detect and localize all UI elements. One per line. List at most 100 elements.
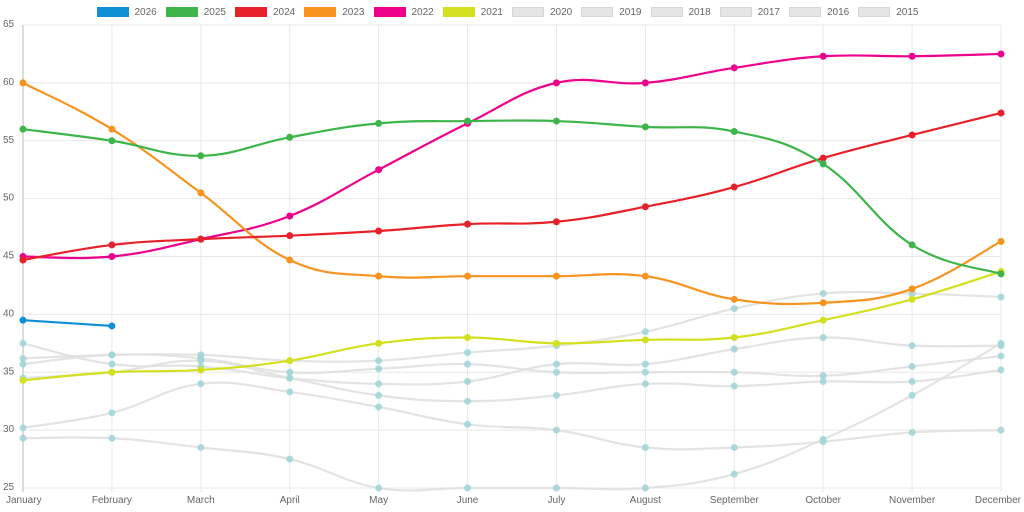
data-point <box>197 235 205 243</box>
data-point <box>375 357 383 365</box>
series-line <box>22 319 112 328</box>
data-point <box>108 253 116 260</box>
data-point <box>908 342 916 350</box>
data-point <box>552 484 560 492</box>
data-point <box>997 366 1005 374</box>
data-point <box>908 285 916 293</box>
x-tick-label: May <box>369 495 388 506</box>
x-tick-label: November <box>889 495 936 506</box>
legend-item-2018[interactable]: 2018 <box>650 7 711 18</box>
series-line <box>22 342 1002 492</box>
data-point <box>375 484 383 492</box>
data-point <box>908 295 916 303</box>
data-point <box>19 424 27 432</box>
legend-item-2021[interactable]: 2021 <box>442 6 503 18</box>
y-tick-label: 30 <box>3 424 15 435</box>
data-point <box>552 391 560 399</box>
data-point <box>730 305 738 313</box>
data-point <box>197 152 205 160</box>
data-point <box>552 339 560 347</box>
data-point <box>286 374 294 382</box>
chart-legend: 2026 2025 2024 2023 2022 2021 2020 2019 2018 2017… <box>0 4 1024 20</box>
data-point <box>108 137 116 145</box>
data-point <box>641 123 649 131</box>
data-point <box>552 360 560 368</box>
data-point <box>552 272 560 280</box>
data-point <box>730 64 738 72</box>
legend-item-2019[interactable]: 2019 <box>581 7 642 18</box>
data-point <box>375 365 383 373</box>
x-tick-label: June <box>457 495 479 506</box>
legend-swatch <box>373 7 406 17</box>
x-tick-label: August <box>630 495 661 506</box>
legend-item-2020[interactable]: 2020 <box>512 7 572 18</box>
legend-swatch <box>96 7 129 17</box>
data-point <box>286 232 294 240</box>
data-point <box>997 50 1005 58</box>
data-point <box>108 241 116 249</box>
legend-label: 2017 <box>757 6 780 18</box>
legend-item-2023[interactable]: 2023 <box>304 7 365 18</box>
data-point <box>552 117 560 125</box>
x-tick-label: December <box>975 495 1022 506</box>
data-point <box>730 368 738 376</box>
data-point <box>464 334 472 342</box>
data-point <box>819 154 827 162</box>
legend-item-2022[interactable]: 2022 <box>373 6 434 18</box>
series-line <box>22 290 1002 363</box>
legend-swatch <box>235 7 267 17</box>
data-point <box>286 388 294 396</box>
y-tick-label: 65 <box>3 19 15 30</box>
data-point <box>375 380 383 388</box>
data-point <box>641 360 649 368</box>
legend-item-2025[interactable]: 2025 <box>165 7 226 18</box>
series-line <box>22 81 1002 306</box>
data-point <box>286 212 294 220</box>
x-tick-label: April <box>280 495 300 506</box>
data-point <box>375 166 383 174</box>
data-point <box>908 391 916 399</box>
data-point <box>819 316 827 324</box>
legend-item-2016[interactable]: 2016 <box>789 7 849 18</box>
data-point <box>375 272 383 280</box>
legend-label: 2021 <box>480 6 503 18</box>
data-point <box>819 435 827 443</box>
data-point <box>197 189 205 197</box>
data-point <box>464 272 472 280</box>
series-line <box>22 359 1002 403</box>
data-point <box>641 328 649 336</box>
legend-item-2015[interactable]: 2015 <box>858 7 919 18</box>
data-point <box>908 362 916 370</box>
data-point <box>19 354 27 362</box>
legend-label: 2022 <box>411 6 434 18</box>
data-point <box>464 420 472 428</box>
data-point <box>908 52 916 60</box>
data-point <box>108 409 116 417</box>
data-point <box>641 443 649 451</box>
legend-item-2017[interactable]: 2017 <box>719 6 780 18</box>
data-point <box>730 183 738 191</box>
data-point <box>197 443 205 451</box>
series-2022 <box>19 50 1005 260</box>
data-point <box>641 484 649 492</box>
data-point <box>641 380 649 388</box>
data-point <box>819 52 827 60</box>
data-point <box>19 79 27 87</box>
data-point <box>997 426 1005 434</box>
data-point <box>908 241 916 249</box>
data-point <box>997 237 1005 245</box>
data-point <box>819 372 827 380</box>
legend-item-2026[interactable]: 2026 <box>96 7 157 18</box>
data-point <box>552 368 560 376</box>
data-point <box>819 290 827 298</box>
data-point <box>464 484 472 492</box>
data-point <box>19 316 27 324</box>
legend-swatch <box>581 7 614 17</box>
y-tick-label: 50 <box>3 193 15 204</box>
series-line <box>22 353 1002 378</box>
data-point <box>108 368 116 376</box>
data-point <box>375 403 383 411</box>
legend-item-2024[interactable]: 2024 <box>235 7 295 18</box>
data-point <box>730 345 738 353</box>
legend-swatch <box>165 7 198 17</box>
